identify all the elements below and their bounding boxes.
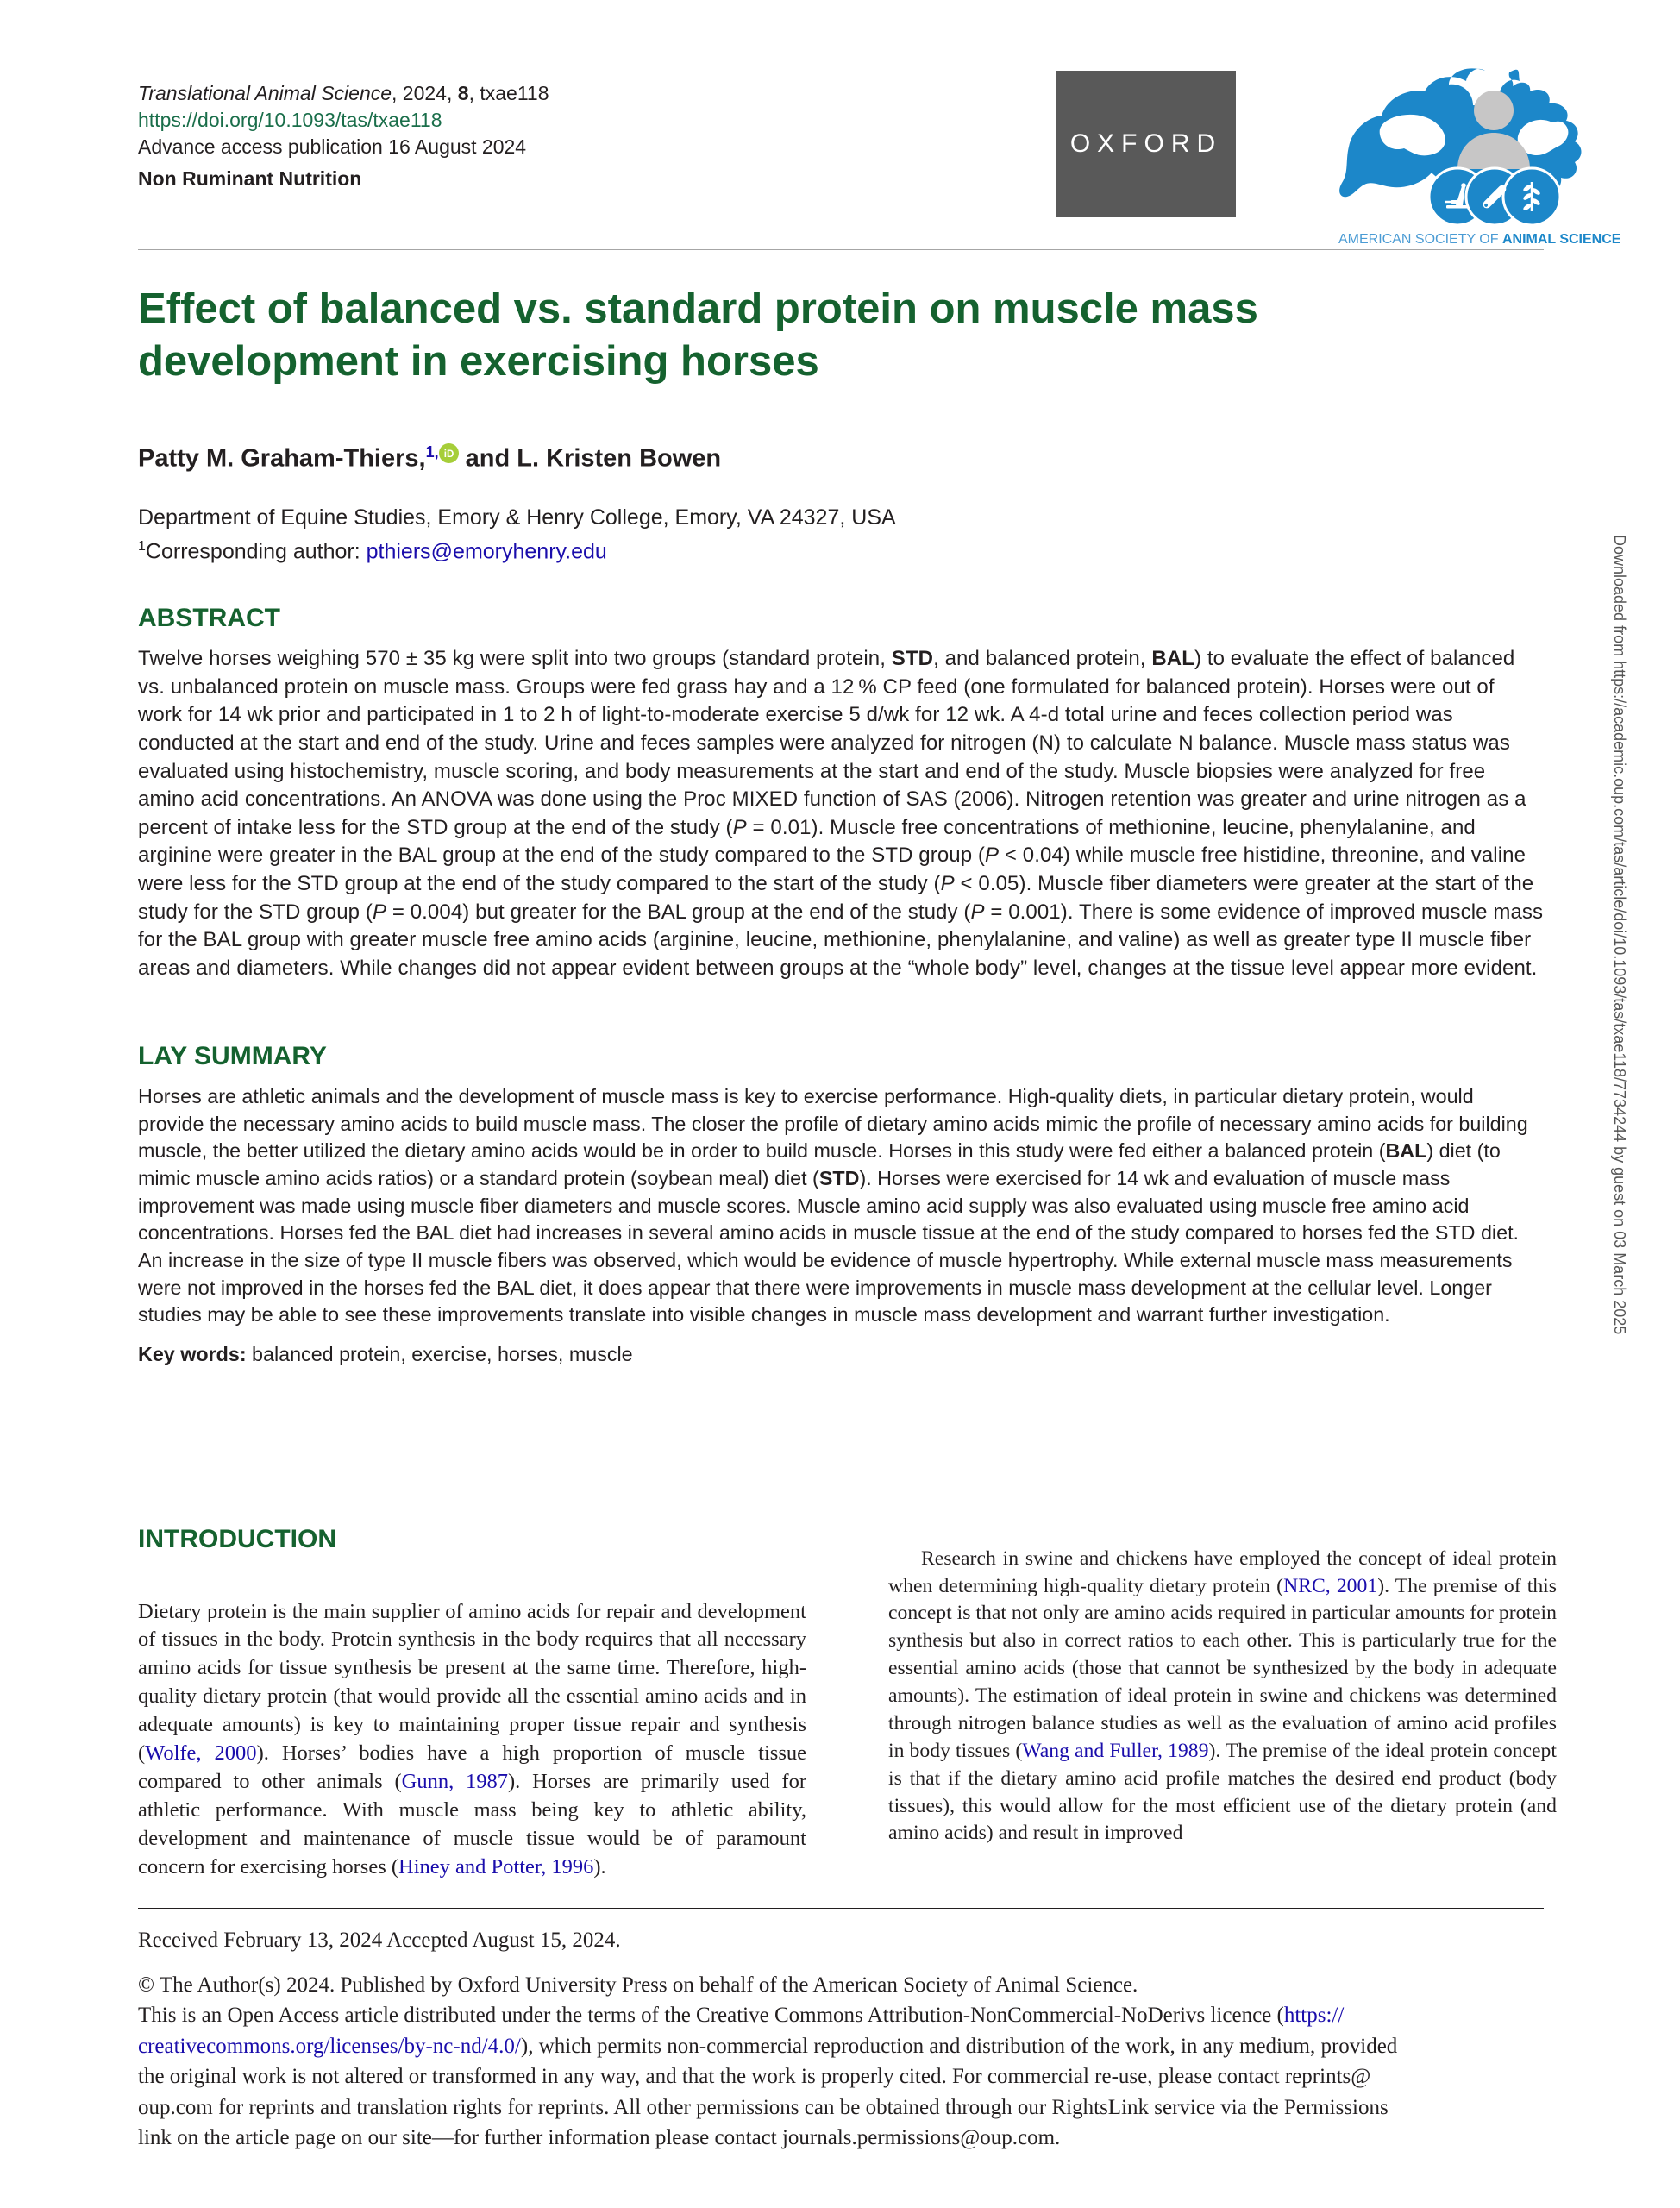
svg-text:AMERICAN SOCIETY OF ANIMAL SCI: AMERICAN SOCIETY OF ANIMAL SCIENCE [1338, 232, 1621, 247]
svg-text:iD: iD [443, 448, 454, 459]
